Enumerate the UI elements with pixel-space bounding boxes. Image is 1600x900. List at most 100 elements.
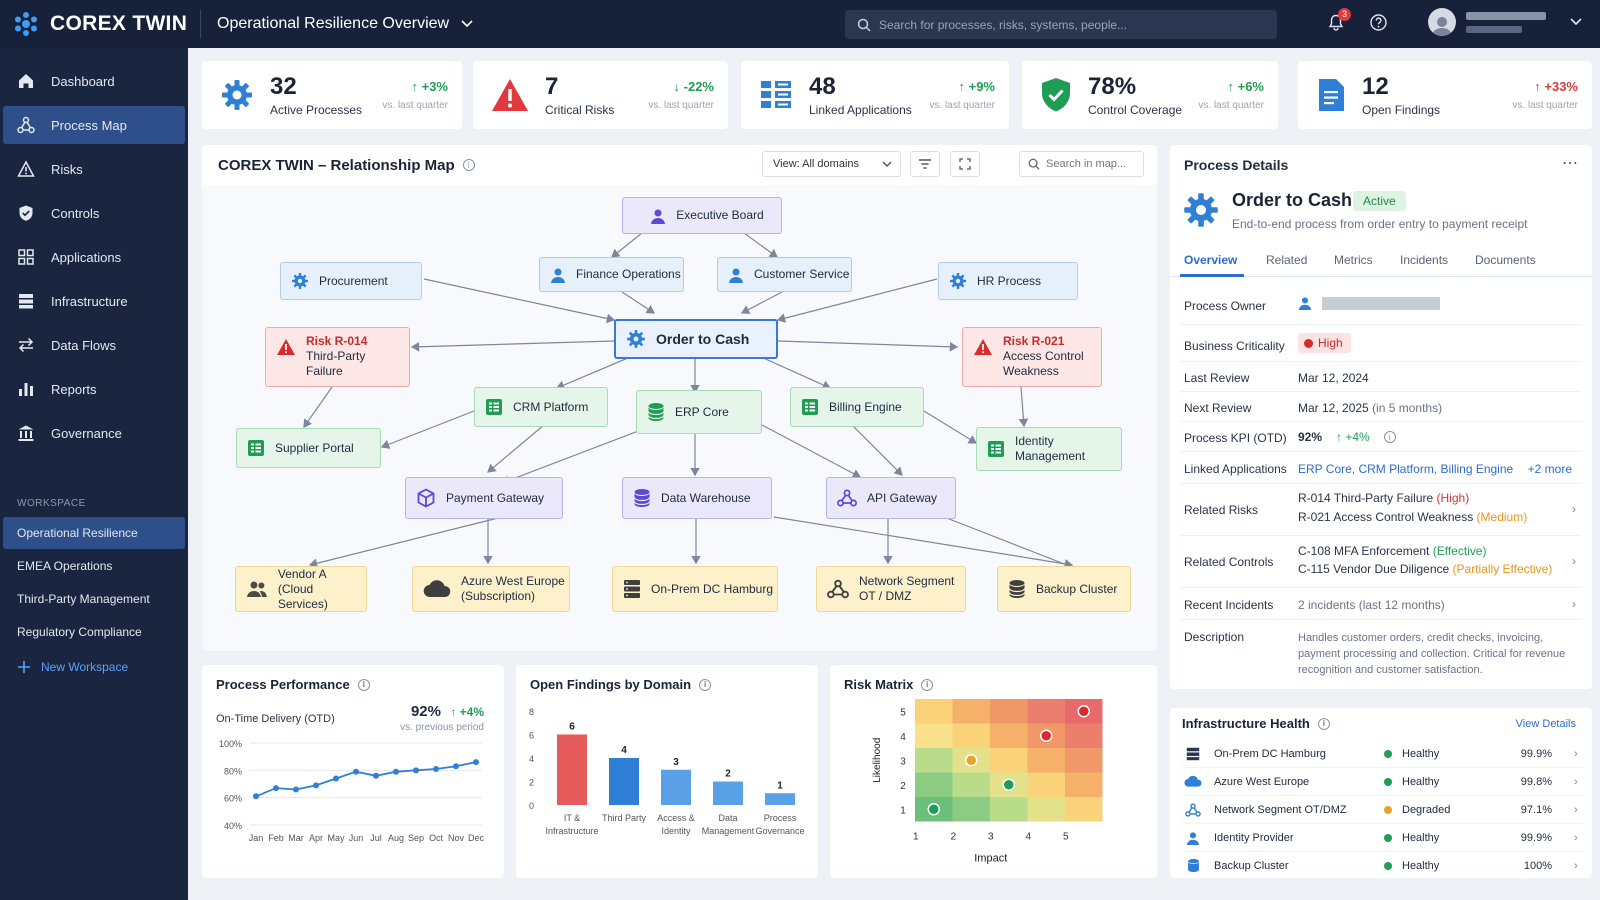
node-finance-operations[interactable]: Finance Operations — [539, 257, 684, 292]
infra-row[interactable]: Identity Provider Healthy 99.9% › — [1182, 824, 1582, 852]
node-risk-r021[interactable]: Risk R-021 Access Control Weakness — [962, 327, 1102, 387]
info-icon[interactable]: i — [1383, 431, 1396, 443]
filter-button[interactable] — [910, 151, 940, 177]
node-azure-west-europe[interactable]: Azure West Europe (Subscription) — [412, 566, 570, 612]
new-workspace-button[interactable]: New Workspace — [0, 652, 188, 682]
node-customer-service[interactable]: Customer Service — [717, 257, 852, 292]
node-backup-cluster[interactable]: Backup Cluster — [997, 566, 1131, 612]
page-switcher[interactable]: Operational Resilience Overview — [217, 15, 817, 33]
map-search-input[interactable] — [1046, 158, 1136, 170]
kpi-active-processes[interactable]: 32 Active Processes ↑ +3% vs. last quarter — [202, 61, 462, 129]
map-canvas[interactable]: Executive Board Finance Operations Custo… — [202, 185, 1157, 651]
info-icon[interactable]: i — [357, 678, 370, 691]
node-risk-r014[interactable]: Risk R-014 Third-Party Failure — [265, 327, 410, 387]
info-icon[interactable]: i — [921, 678, 934, 691]
row-process-owner: Process Owner — [1180, 283, 1582, 325]
user-icon — [1182, 831, 1204, 845]
node-supplier-portal[interactable]: Supplier Portal — [236, 428, 381, 468]
last-review-value: Mar 12, 2024 — [1298, 371, 1369, 385]
kpi-critical-risks[interactable]: 7 Critical Risks ↓ -22% vs. last quarter — [473, 61, 728, 129]
row-business-criticality: Business Criticality High — [1180, 325, 1582, 362]
infra-row[interactable]: Backup Cluster Healthy 100% › — [1182, 852, 1582, 880]
infra-row[interactable]: Azure West Europe Healthy 99.8% › — [1182, 768, 1582, 796]
node-payment-gateway[interactable]: Payment Gateway — [405, 477, 563, 519]
kpi-linked-applications[interactable]: 48 Linked Applications ↑ +9% vs. last quar… — [741, 61, 1009, 129]
user-menu[interactable] — [1428, 8, 1582, 36]
node-erp-core[interactable]: ERP Core — [636, 390, 762, 434]
infra-row[interactable]: Network Segment OT/DMZ Degraded 97.1% › — [1182, 796, 1582, 824]
node-crm-platform[interactable]: CRM Platform — [474, 387, 608, 427]
sidebar-item-risks[interactable]: Risks — [3, 150, 185, 188]
node-billing-engine[interactable]: Billing Engine — [790, 387, 924, 427]
node-executive-board[interactable]: Executive Board — [622, 197, 782, 234]
info-icon[interactable]: i — [1317, 717, 1330, 730]
row-recent-incidents[interactable]: Recent Incidents 2 incidents (last 12 mo… — [1180, 588, 1582, 620]
global-search[interactable] — [845, 10, 1277, 39]
map-search[interactable] — [1019, 151, 1144, 177]
sidebar-item-applications[interactable]: Applications — [3, 238, 185, 276]
more-options-button[interactable]: ⋯ — [1562, 155, 1578, 172]
sidebar-item-data-flows[interactable]: Data Flows — [3, 326, 185, 364]
risk-description: Access Control Weakness — [1003, 349, 1084, 378]
kpi-control-coverage[interactable]: 78% Control Coverage ↑ +6% vs. last quarte… — [1022, 61, 1278, 129]
notifications-button[interactable]: 3 — [1328, 8, 1351, 34]
infra-row[interactable]: On-Prem DC Hamburg Healthy 99.9% › — [1182, 740, 1582, 768]
kpi-delta: ↓ -22% — [673, 79, 714, 94]
node-order-to-cash[interactable]: Order to Cash — [614, 319, 778, 359]
kpi-value: 92% — [1298, 430, 1323, 444]
node-network-segment[interactable]: Network Segment OT / DMZ — [816, 566, 966, 612]
help-button[interactable] — [1370, 14, 1387, 34]
fullscreen-button[interactable] — [950, 151, 980, 177]
search-input[interactable] — [879, 17, 1259, 32]
info-icon[interactable]: i — [699, 678, 712, 691]
sidebar-item-controls[interactable]: Controls — [3, 194, 185, 232]
more-apps-link[interactable]: +2 more — [1527, 462, 1572, 476]
process-description: End-to-end process from order entry to p… — [1232, 217, 1528, 231]
cloud-icon — [423, 580, 451, 598]
workspace-item-regulatory-compliance[interactable]: Regulatory Compliance — [17, 625, 142, 639]
tab-documents[interactable]: Documents — [1475, 253, 1536, 267]
tab-metrics[interactable]: Metrics — [1334, 253, 1373, 267]
description-line: Handles customer orders, credit checks, … — [1298, 632, 1544, 644]
search-icon — [857, 18, 871, 32]
node-vendor-a[interactable]: Vendor A (Cloud Services) — [235, 566, 367, 612]
row-related-controls[interactable]: Related Controls C-108 MFA Enforcement (… — [1180, 536, 1582, 588]
sidebar-item-reports[interactable]: Reports — [3, 370, 185, 408]
x-tick-label: Governance — [755, 826, 804, 836]
workspace-item-third-party-management[interactable]: Third-Party Management — [17, 592, 150, 606]
risk-description: Third-Party Failure — [306, 349, 366, 378]
info-icon[interactable]: i — [462, 159, 475, 171]
kpi-label: Active Processes — [270, 102, 363, 117]
linked-apps-link[interactable]: ERP Core, CRM Platform, Billing Engine — [1298, 462, 1514, 476]
server-icon — [1182, 747, 1204, 761]
warning-icon — [277, 339, 295, 355]
node-sublabel: OT / DMZ — [859, 589, 912, 603]
sidebar-item-label: Reports — [51, 381, 97, 397]
brand[interactable]: COREX TWIN — [0, 0, 190, 48]
node-identity-management[interactable]: Identity Management — [976, 427, 1122, 471]
tab-related[interactable]: Related — [1266, 253, 1308, 267]
workspace-item-emea-operations[interactable]: EMEA Operations — [17, 559, 113, 573]
tab-overview[interactable]: Overview — [1184, 253, 1238, 267]
view-domain-select[interactable]: View: All domains — [762, 151, 901, 177]
sidebar-item-governance[interactable]: Governance — [3, 414, 185, 452]
owner-value[interactable] — [1298, 296, 1440, 310]
node-procurement[interactable]: Procurement — [280, 262, 422, 300]
workspace-item-operational-resilience[interactable]: Operational Resilience — [3, 517, 185, 549]
matrix-cell — [915, 772, 953, 797]
node-data-warehouse[interactable]: Data Warehouse — [622, 477, 772, 519]
node-api-gateway[interactable]: API Gateway — [826, 477, 956, 519]
user-icon — [551, 268, 565, 283]
sidebar-item-infrastructure[interactable]: Infrastructure — [3, 282, 185, 320]
kpi-open-findings[interactable]: 12 Open Findings ↑ +33% vs. last quarter — [1298, 61, 1592, 129]
panel-title: Process Performance — [216, 677, 350, 692]
node-hr-process[interactable]: HR Process — [938, 262, 1078, 300]
row-related-risks[interactable]: Related Risks R-014 Third-Party Failure … — [1180, 484, 1582, 536]
bar-chart-icon — [19, 383, 33, 396]
sidebar-item-dashboard[interactable]: Dashboard — [3, 62, 185, 100]
view-details-link[interactable]: View Details — [1515, 718, 1576, 730]
matrix-cell — [952, 699, 990, 724]
tab-incidents[interactable]: Incidents — [1400, 253, 1449, 267]
sidebar-item-process-map[interactable]: Process Map — [3, 106, 185, 144]
node-on-prem-dc-hamburg[interactable]: On-Prem DC Hamburg — [612, 566, 778, 612]
